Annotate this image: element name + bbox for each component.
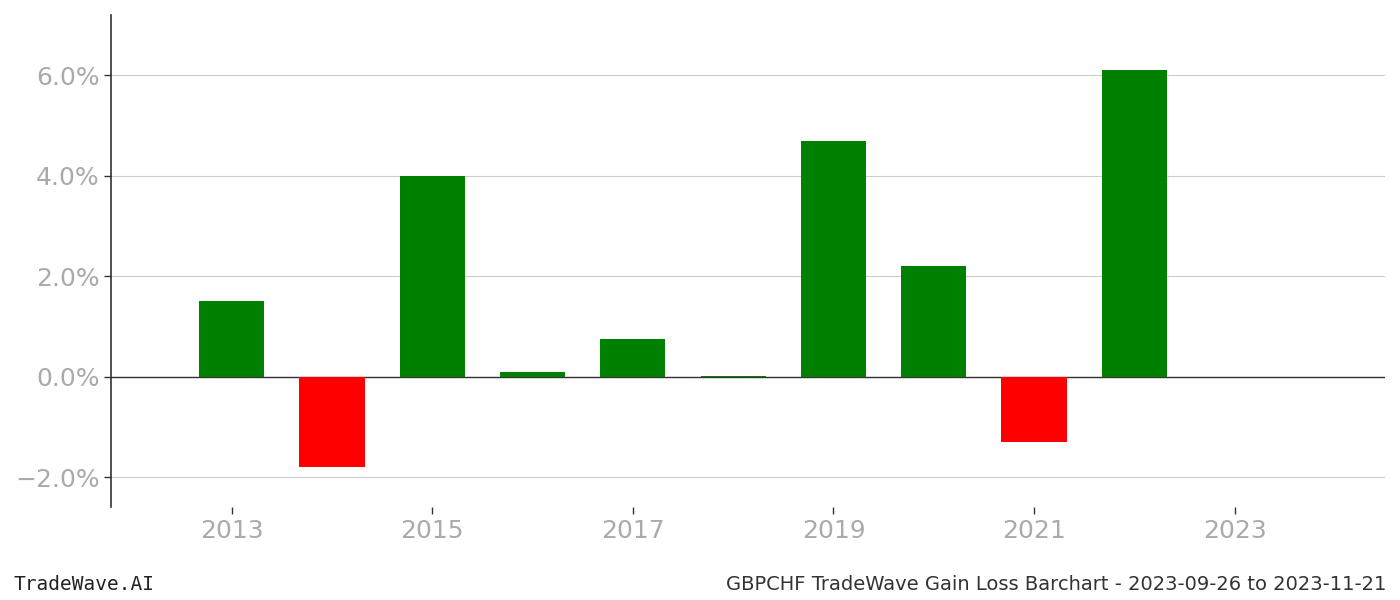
Bar — [801, 140, 867, 377]
Bar — [601, 339, 665, 377]
Bar — [199, 301, 265, 377]
Bar — [1001, 377, 1067, 442]
Bar — [300, 377, 364, 467]
Bar — [902, 266, 966, 377]
Text: GBPCHF TradeWave Gain Loss Barchart - 2023-09-26 to 2023-11-21: GBPCHF TradeWave Gain Loss Barchart - 20… — [725, 575, 1386, 594]
Bar — [500, 371, 566, 377]
Bar — [1102, 70, 1166, 377]
Bar — [700, 376, 766, 377]
Text: TradeWave.AI: TradeWave.AI — [14, 575, 155, 594]
Bar — [400, 176, 465, 377]
